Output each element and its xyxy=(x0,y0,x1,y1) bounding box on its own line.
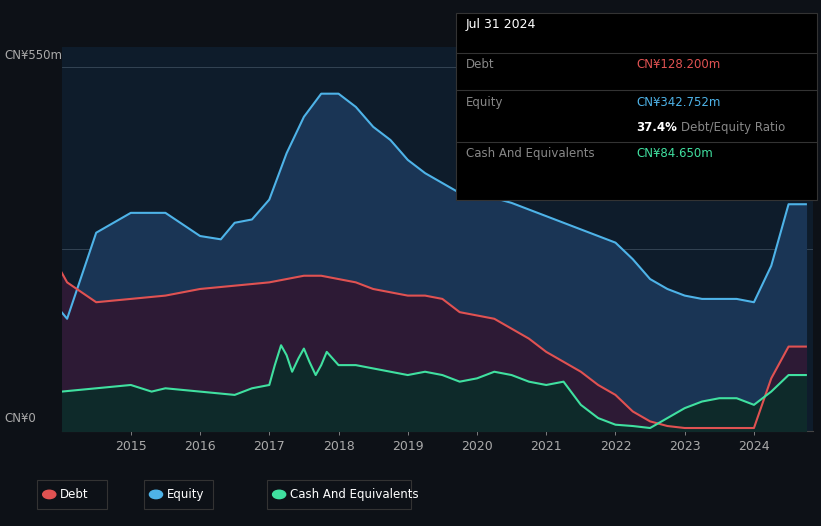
Text: CN¥550m: CN¥550m xyxy=(4,49,62,62)
Text: CN¥128.200m: CN¥128.200m xyxy=(636,58,721,71)
Text: Debt/Equity Ratio: Debt/Equity Ratio xyxy=(681,121,786,134)
Text: Debt: Debt xyxy=(60,488,89,501)
Text: Equity: Equity xyxy=(466,96,503,109)
Text: CN¥342.752m: CN¥342.752m xyxy=(636,96,721,109)
Text: Cash And Equivalents: Cash And Equivalents xyxy=(290,488,419,501)
Text: Cash And Equivalents: Cash And Equivalents xyxy=(466,147,594,160)
Text: Jul 31 2024: Jul 31 2024 xyxy=(466,18,536,32)
Text: Equity: Equity xyxy=(167,488,204,501)
Text: CN¥0: CN¥0 xyxy=(4,412,36,424)
Text: 37.4%: 37.4% xyxy=(636,121,677,134)
Text: CN¥84.650m: CN¥84.650m xyxy=(636,147,713,160)
Text: Debt: Debt xyxy=(466,58,494,71)
